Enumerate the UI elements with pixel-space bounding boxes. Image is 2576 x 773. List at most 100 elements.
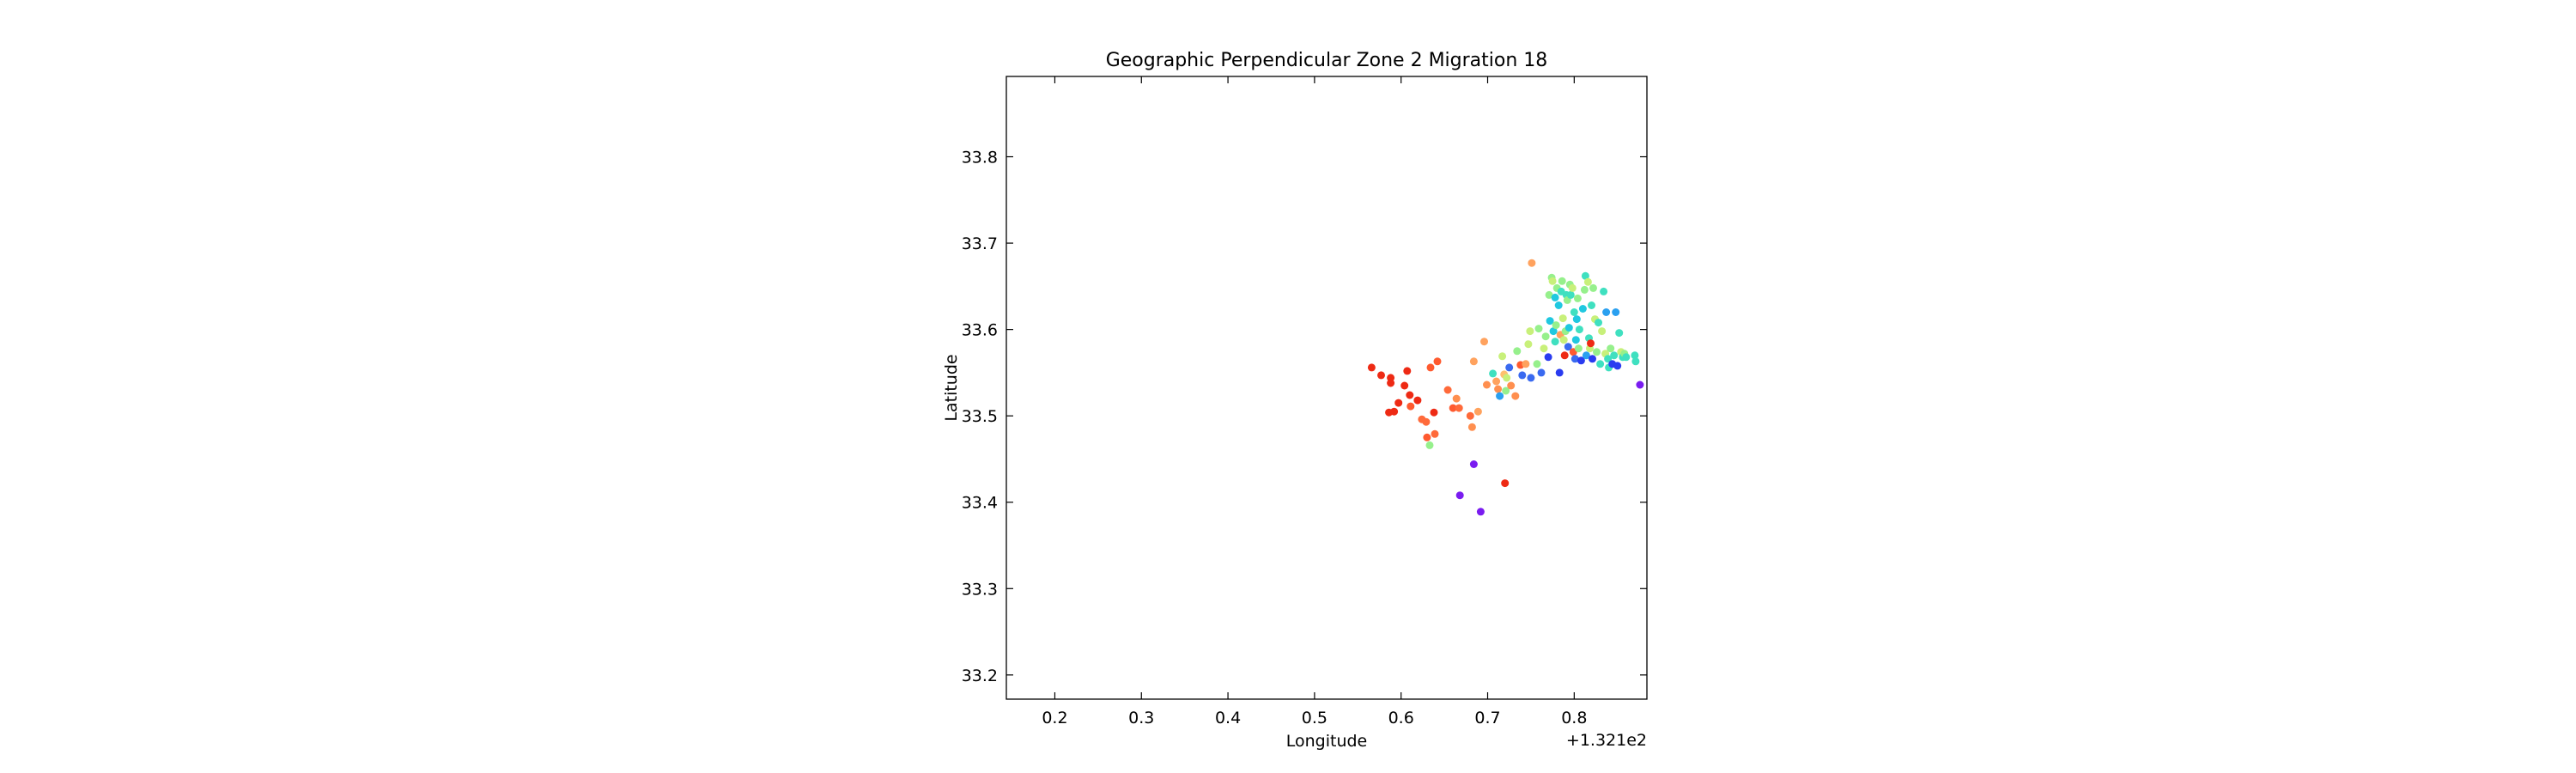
data-point [1394,399,1403,407]
data-point [1571,355,1579,363]
data-point [1469,460,1478,468]
data-point [1518,371,1527,380]
data-point [1587,339,1595,348]
data-point [1545,290,1553,299]
data-point [1498,352,1507,361]
data-point [1581,271,1589,280]
data-point [1505,363,1514,372]
data-point [1575,326,1583,334]
data-point [1570,308,1578,316]
data-point [1503,374,1511,382]
y-tick-label: 33.5 [962,407,998,426]
data-point [1589,283,1597,292]
data-point [1574,344,1583,353]
data-point [1431,429,1439,438]
data-point [1615,329,1624,338]
data-point [1578,305,1587,313]
data-point [1540,344,1548,353]
data-point [1564,324,1573,332]
y-axis-title: Latitude [942,354,961,421]
data-point [1568,283,1577,292]
data-point [1480,338,1488,346]
data-point [1552,321,1560,330]
data-point [1526,327,1534,336]
data-point [1455,404,1463,412]
data-point [1430,408,1438,417]
data-point [1582,351,1590,360]
data-point [1426,363,1435,372]
data-point [1467,423,1476,431]
data-point [1577,356,1585,365]
data-point [1558,314,1567,323]
data-point [1622,353,1631,362]
data-point [1631,351,1639,360]
data-point [1455,491,1464,500]
data-point [1593,348,1601,356]
points-layer [1367,259,1644,516]
y-tick-label: 33.2 [962,666,998,685]
data-point [1413,396,1422,405]
y-tick-label: 33.8 [962,149,998,167]
data-point [1560,351,1569,360]
data-point [1534,325,1543,333]
data-point [1551,293,1559,301]
y-tick-label: 33.7 [962,234,998,253]
data-point [1449,404,1457,412]
data-point [1527,374,1535,382]
data-point [1377,371,1385,380]
data-point [1595,319,1602,327]
data-point [1600,287,1608,295]
data-point [1549,327,1558,336]
x-tick-label: 0.7 [1474,709,1500,727]
data-point [1571,336,1580,344]
data-point [1613,362,1622,370]
y-tick-label: 33.3 [962,580,998,599]
data-point [1566,290,1575,299]
data-point [1469,357,1478,366]
data-point [1387,379,1395,387]
data-point [1507,381,1516,390]
data-point [1548,277,1557,285]
data-point [1598,327,1607,336]
x-tick-label: 0.4 [1215,709,1241,727]
data-point [1473,407,1482,416]
data-point [1573,294,1582,302]
data-point [1476,508,1485,516]
data-point [1583,277,1592,286]
data-point [1607,344,1615,353]
data-point [1580,285,1589,294]
data-point [1400,381,1409,390]
data-point [1588,301,1595,309]
data-point [1425,441,1434,449]
data-point [1596,360,1605,368]
data-point [1558,277,1566,285]
data-point [1544,353,1552,362]
data-point [1612,308,1620,316]
data-point [1631,357,1640,366]
y-tick-label: 33.4 [962,494,998,513]
data-point [1489,369,1498,378]
data-point [1602,308,1611,316]
data-point [1494,385,1503,393]
x-tick-label: 0.6 [1388,709,1414,727]
data-point [1385,408,1394,417]
data-point [1433,357,1442,366]
data-point [1564,343,1572,351]
data-point [1423,433,1431,441]
data-point [1403,367,1412,375]
data-point [1528,259,1536,267]
data-point [1541,332,1550,341]
data-point [1589,355,1596,363]
data-point [1496,392,1504,400]
data-point [1537,368,1546,377]
data-point [1610,351,1619,360]
data-point [1604,355,1613,363]
data-point [1443,386,1452,394]
data-point [1559,336,1568,344]
y-tick-label: 33.6 [962,321,998,340]
data-point [1555,368,1564,377]
data-point [1524,340,1533,349]
data-point [1452,394,1461,403]
